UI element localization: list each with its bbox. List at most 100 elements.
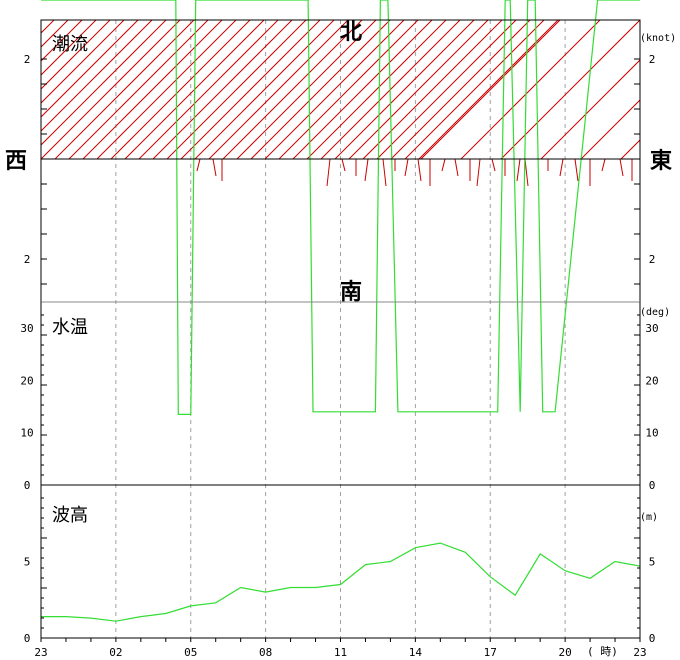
x-tick-label: 23 [633,646,646,659]
east-label: 東 [650,149,672,174]
temp-panel-title: 水温 [52,317,88,338]
hatch-line [194,20,335,160]
hatch-line [376,20,517,160]
hatch-line [68,20,209,160]
panel-frames [40,19,641,639]
current-vector-mark [326,158,331,187]
hatch-line [110,20,251,160]
hatch-line [306,20,447,160]
hatch-line [348,20,489,160]
current-y-label-right: 2 [649,253,656,266]
temp-y-label-right: 30 [645,322,658,335]
current-vector-mark [454,158,459,177]
temp-y-label: 0 [24,479,31,492]
temp-y-label: 10 [20,427,33,440]
hatch-line [264,20,405,160]
x-tick-label: 20 [559,646,572,659]
hatch-line [362,20,503,160]
current-vector-mark [417,158,422,182]
wave-height-series-line [41,542,641,622]
current-vector-mark [491,158,496,172]
current-y-label-right: 2 [649,53,656,66]
current-vector-mark [619,158,624,177]
hatch-line [41,20,55,34]
hatch-line [222,20,363,160]
hatch-line [334,20,475,160]
current-y-label: 2 [24,253,31,266]
water-temp-series-line [41,0,640,415]
x-tick-label: 17 [484,646,497,659]
hatch-line [236,20,377,160]
hatch-line [41,20,125,104]
hatch-line [41,20,83,62]
current-vector-mark [574,158,579,182]
temp-unit-label: (deg) [640,307,670,318]
hatch-line [41,20,97,76]
hatch-line [41,20,167,146]
current-vector-mark [341,158,346,172]
current-vector-mark [212,158,217,177]
current-vector-mark [559,158,564,177]
temp-y-label-right: 10 [645,427,658,440]
wave-y-label-right: 0 [649,632,656,645]
current-vector-mark [441,158,446,172]
hatch-line [250,20,391,160]
hatch-line [208,20,349,160]
current-vector-mark [196,158,201,172]
hatch-line [418,20,559,160]
west-label: 西 [5,149,27,174]
x-tick-label: 08 [259,646,272,659]
time-gridlines [115,20,566,638]
current-vector-mark [476,158,481,187]
hatch-line [0,20,12,159]
hatch-line [41,20,153,132]
hatch-line [41,20,181,160]
wave-y-label-right: 5 [649,556,656,569]
hatch-line [166,20,307,160]
hatch-line [500,20,640,160]
current-vector-mark [404,158,409,177]
hatch-line [138,20,279,160]
wave-y-label: 0 [24,632,31,645]
hatch-line [41,20,139,118]
current-hatched-area [0,20,640,160]
north-label: 北 [340,20,362,45]
x-axis-unit-label: ( 時) [587,645,618,658]
current-vector-mark [364,158,369,182]
hatch-line [278,20,419,160]
hatch-line [96,20,237,160]
x-tick-label: 11 [334,646,347,659]
hatch-line [404,20,545,160]
temp-y-label: 30 [20,322,33,335]
hatch-line [390,20,531,160]
current-y-label: 2 [24,53,31,66]
hatch-line [292,20,433,160]
hatch-line [420,20,561,160]
hatch-line [41,20,69,48]
hatch-line [41,20,111,90]
x-tick-label: 23 [34,646,47,659]
current-vector-mark [516,158,521,182]
hatch-line [580,99,640,160]
x-tick-label: 02 [109,646,122,659]
hatch-line [82,20,223,160]
wave-unit-label: (m) [640,512,658,523]
axis-ticks [40,58,641,642]
hatch-line [460,20,601,160]
current-vector-mark [382,158,387,187]
wave-y-label: 5 [24,556,31,569]
current-vector-mark [524,158,529,187]
hatch-line [540,59,640,160]
current-unit-label: (knot) [640,33,676,44]
south-label: 南 [340,280,362,305]
temp-y-label: 20 [20,374,33,387]
hatch-line [54,20,195,160]
current-vector-marks [196,158,633,187]
temp-y-label-right: 0 [649,479,656,492]
hatch-line [0,20,40,159]
x-tick-label: 05 [184,646,197,659]
wave-panel-title: 波高 [52,505,88,526]
current-panel-title: 潮流 [52,34,88,55]
